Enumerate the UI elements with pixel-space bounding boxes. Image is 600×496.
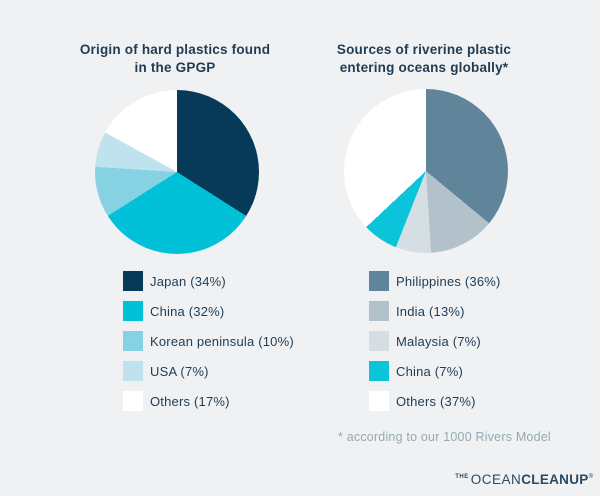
legend-item: Philippines (36%) <box>369 271 501 291</box>
legend-swatch <box>123 361 143 381</box>
legend-label: USA (7%) <box>150 363 209 379</box>
logo-ocean: OCEAN <box>470 472 522 487</box>
legend-swatch <box>369 301 389 321</box>
legend-label: Japan (34%) <box>150 273 226 289</box>
legend-item: Korean peninsula (10%) <box>123 331 294 351</box>
legend-label: Korean peninsula (10%) <box>150 333 294 349</box>
legend-label: Others (17%) <box>150 393 230 409</box>
legend-item: China (7%) <box>369 361 501 381</box>
logo-cleanup: CLEANUP <box>521 472 589 487</box>
legend-item: Others (37%) <box>369 391 501 411</box>
left-chart-title-line1: Origin of hard plastics found <box>79 42 271 57</box>
legend-label: Others (37%) <box>396 393 476 409</box>
legend-swatch <box>369 331 389 351</box>
ocean-cleanup-logo: THE OCEANCLEANUP® <box>455 471 593 489</box>
legend-swatch <box>123 391 143 411</box>
logo-registered-mark: ® <box>588 474 593 480</box>
right-pie-legend: Philippines (36%) India (13%) Malaysia (7%… <box>369 271 501 421</box>
legend-swatch <box>369 391 389 411</box>
legend-label: Malaysia (7%) <box>396 333 481 349</box>
legend-item: India (13%) <box>369 301 501 321</box>
legend-swatch <box>369 271 389 291</box>
legend-label: China (7%) <box>396 363 464 379</box>
legend-item: USA (7%) <box>123 361 294 381</box>
legend-swatch <box>123 301 143 321</box>
left-chart-title: Origin of hard plastics found in the GPG… <box>0 41 350 77</box>
legend-item: Japan (34%) <box>123 271 294 291</box>
right-chart-title-line1: Sources of riverine plastic <box>336 42 512 57</box>
legend-item: Malaysia (7%) <box>369 331 501 351</box>
logo-the: THE <box>455 474 469 480</box>
legend-swatch <box>369 361 389 381</box>
right-chart-title: Sources of riverine plastic entering oce… <box>249 41 599 77</box>
legend-swatch <box>123 331 143 351</box>
left-pie-chart <box>95 90 259 254</box>
footnote: * according to our 1000 Rivers Model <box>338 430 551 444</box>
legend-label: Philippines (36%) <box>396 273 501 289</box>
left-chart-title-line2: in the GPGP <box>134 60 216 75</box>
legend-label: China (32%) <box>150 303 225 319</box>
legend-swatch <box>123 271 143 291</box>
legend-label: India (13%) <box>396 303 465 319</box>
legend-item: Others (17%) <box>123 391 294 411</box>
left-pie-legend: Japan (34%) China (32%) Korean peninsula (… <box>123 271 294 421</box>
right-pie-chart <box>344 89 508 253</box>
right-chart-title-line2: entering oceans globally* <box>339 60 509 75</box>
legend-item: China (32%) <box>123 301 294 321</box>
